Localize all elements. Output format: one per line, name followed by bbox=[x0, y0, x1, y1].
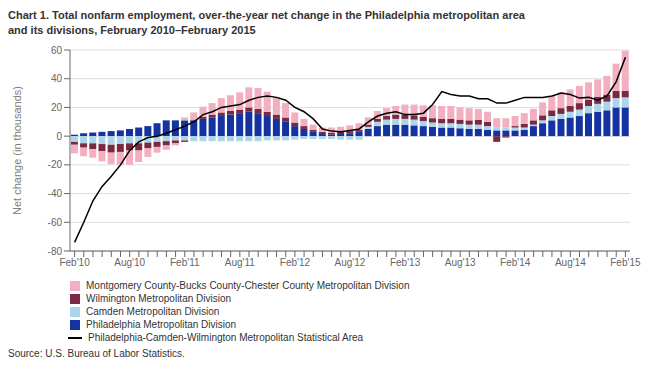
svg-text:Aug'10: Aug'10 bbox=[114, 257, 145, 268]
svg-text:Aug'13: Aug'13 bbox=[445, 257, 476, 268]
svg-text:Feb'13: Feb'13 bbox=[390, 257, 421, 268]
svg-text:40: 40 bbox=[51, 73, 63, 84]
svg-text:Feb'11: Feb'11 bbox=[170, 257, 200, 268]
svg-text:60: 60 bbox=[51, 45, 63, 56]
svg-text:-20: -20 bbox=[48, 159, 63, 170]
html-text:Philadelphia Metropolitan Divi: Philadelphia Metropolitan Division bbox=[86, 319, 237, 330]
svg-text:-60: -60 bbox=[48, 217, 63, 228]
svg-text:Aug'12: Aug'12 bbox=[335, 257, 366, 268]
svg-text:20: 20 bbox=[51, 102, 63, 113]
html-text:Philadelphia-Camden-Wilmington: Philadelphia-Camden-Wilmington Metropoli… bbox=[88, 332, 364, 343]
svg-text:-40: -40 bbox=[48, 188, 63, 199]
svg-text:Feb'12: Feb'12 bbox=[280, 257, 311, 268]
svg-text:Aug'11: Aug'11 bbox=[225, 257, 256, 268]
html-text:Montgomery County-Bucks County: Montgomery County-Bucks County-Chester C… bbox=[86, 280, 410, 291]
svg-text:0: 0 bbox=[56, 131, 62, 142]
svg-text:-80: -80 bbox=[48, 246, 63, 257]
svg-text:Feb'14: Feb'14 bbox=[500, 257, 531, 268]
svg-text:Feb'10: Feb'10 bbox=[59, 257, 90, 268]
html-text:Wilmington Metropolitan Divisi: Wilmington Metropolitan Division bbox=[86, 293, 232, 304]
svg-text:Feb'15: Feb'15 bbox=[610, 257, 641, 268]
svg-text:Net change (in thousands): Net change (in thousands) bbox=[11, 86, 23, 215]
html-text:Camden Metropolitan Division: Camden Metropolitan Division bbox=[86, 306, 220, 317]
html-text:Chart 1. Total nonfarm employm: Chart 1. Total nonfarm employment, over-… bbox=[8, 9, 525, 21]
html-text:and its divisions, February 20: and its divisions, February 2010–Februar… bbox=[8, 24, 256, 36]
html-text:Source: U.S. Bureau of Labor S: Source: U.S. Bureau of Labor Statistics. bbox=[8, 348, 185, 359]
svg-text:Aug'14: Aug'14 bbox=[555, 257, 586, 268]
